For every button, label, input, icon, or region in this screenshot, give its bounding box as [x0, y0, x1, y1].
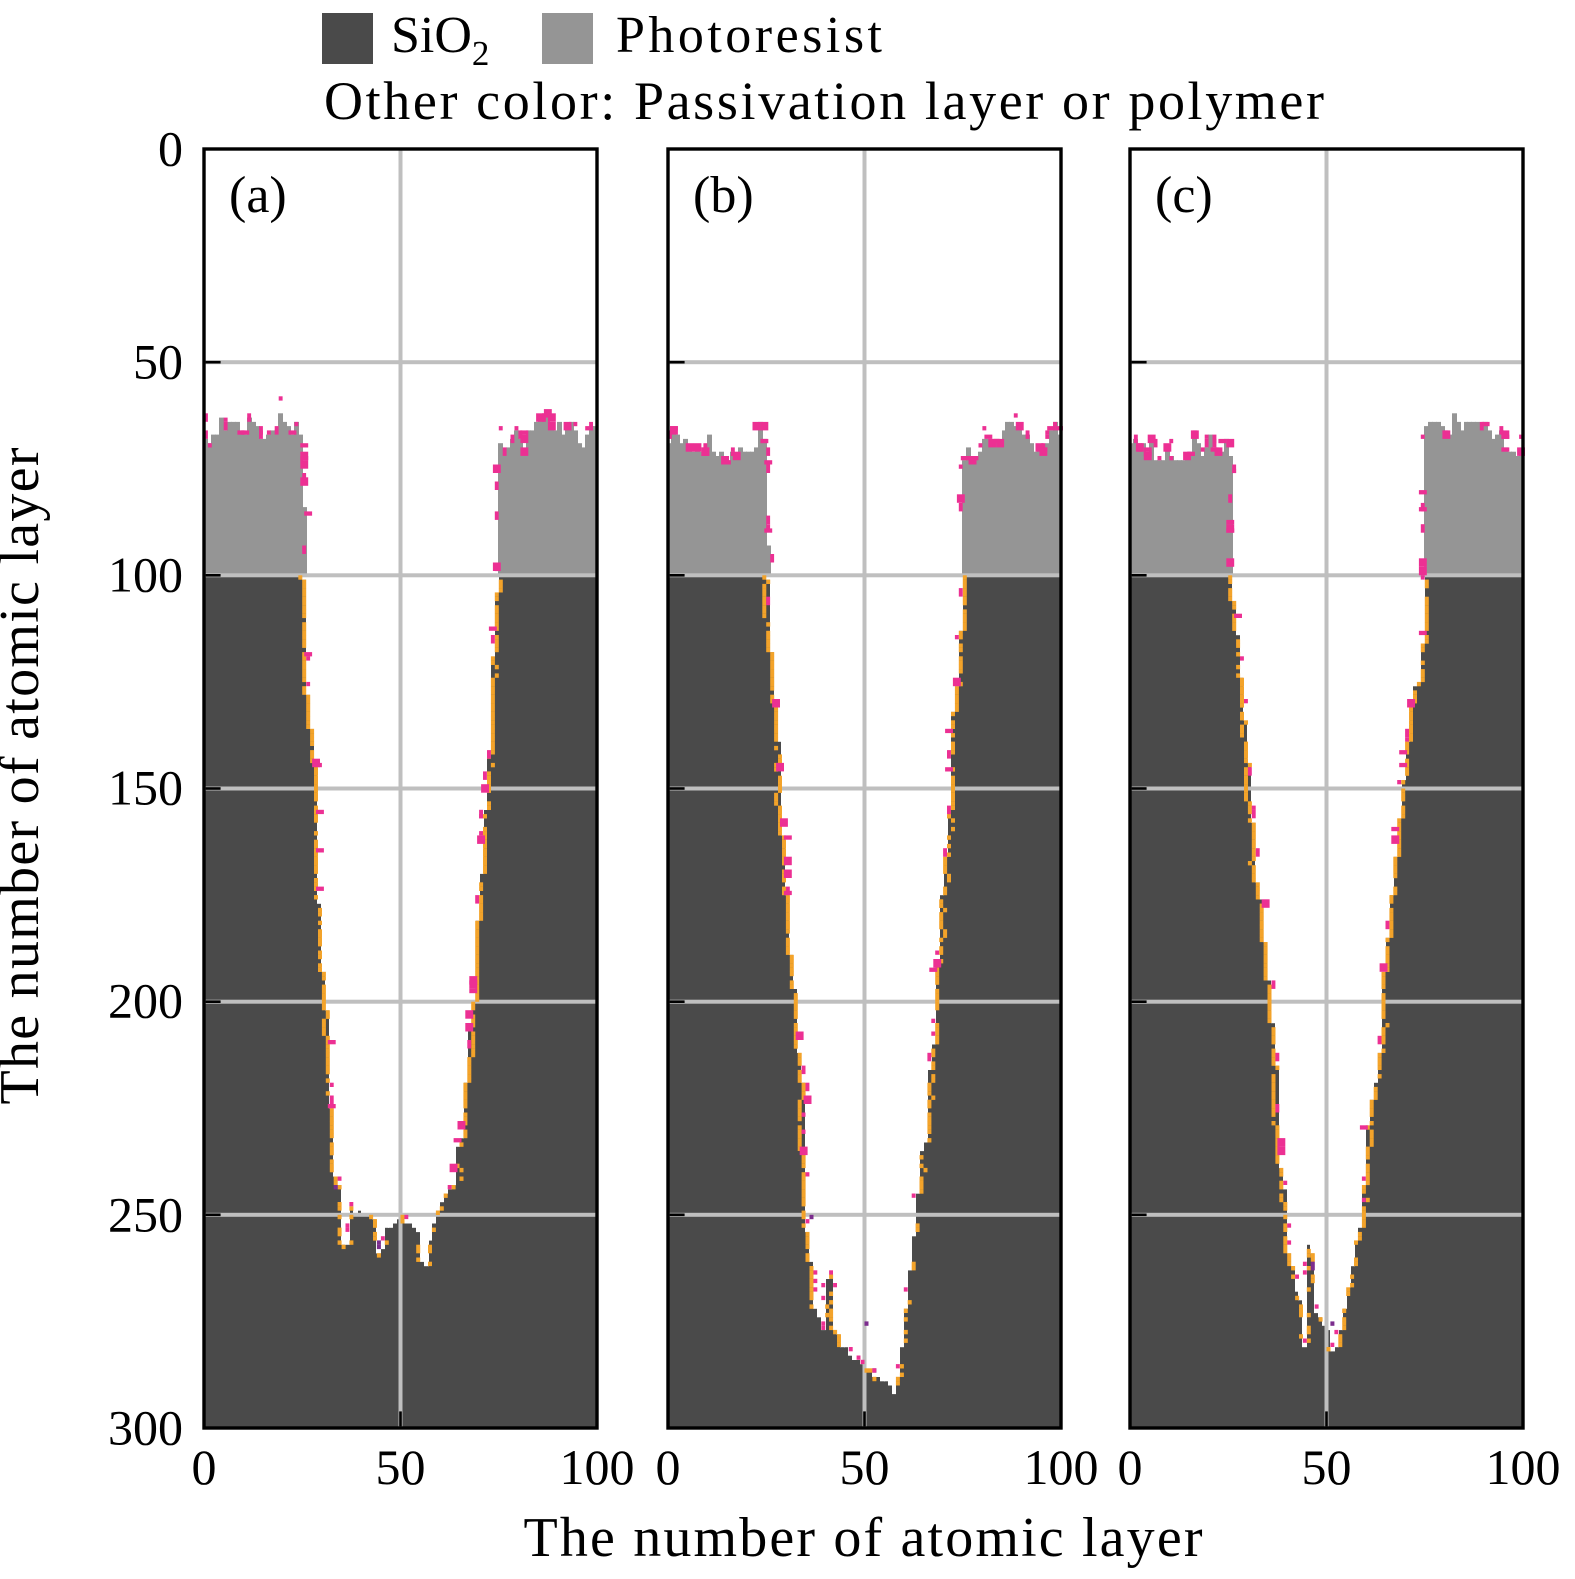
svg-text:The number of atomic layer: The number of atomic layer	[0, 447, 51, 1104]
svg-text:50: 50	[1302, 1439, 1352, 1495]
svg-text:Photoresist: Photoresist	[616, 7, 883, 64]
svg-text:150: 150	[108, 760, 183, 816]
svg-text:100: 100	[560, 1439, 635, 1495]
svg-text:The number of atomic layer: The number of atomic layer	[524, 1507, 1203, 1569]
svg-text:0: 0	[1118, 1439, 1143, 1495]
svg-text:0: 0	[656, 1439, 681, 1495]
svg-text:50: 50	[840, 1439, 890, 1495]
svg-text:(b): (b)	[693, 167, 754, 224]
svg-text:0: 0	[192, 1439, 217, 1495]
svg-text:50: 50	[376, 1439, 426, 1495]
svg-text:100: 100	[1486, 1439, 1561, 1495]
svg-text:100: 100	[108, 547, 183, 603]
svg-text:100: 100	[1024, 1439, 1099, 1495]
svg-text:50: 50	[133, 334, 183, 390]
svg-text:(c): (c)	[1155, 167, 1213, 224]
svg-text:200: 200	[108, 973, 183, 1029]
svg-text:0: 0	[158, 121, 183, 177]
svg-text:300: 300	[108, 1400, 183, 1456]
svg-text:250: 250	[108, 1187, 183, 1243]
svg-text:(a): (a)	[229, 167, 287, 224]
svg-text:Other color: Passivation layer: Other color: Passivation layer or polyme…	[324, 71, 1324, 131]
